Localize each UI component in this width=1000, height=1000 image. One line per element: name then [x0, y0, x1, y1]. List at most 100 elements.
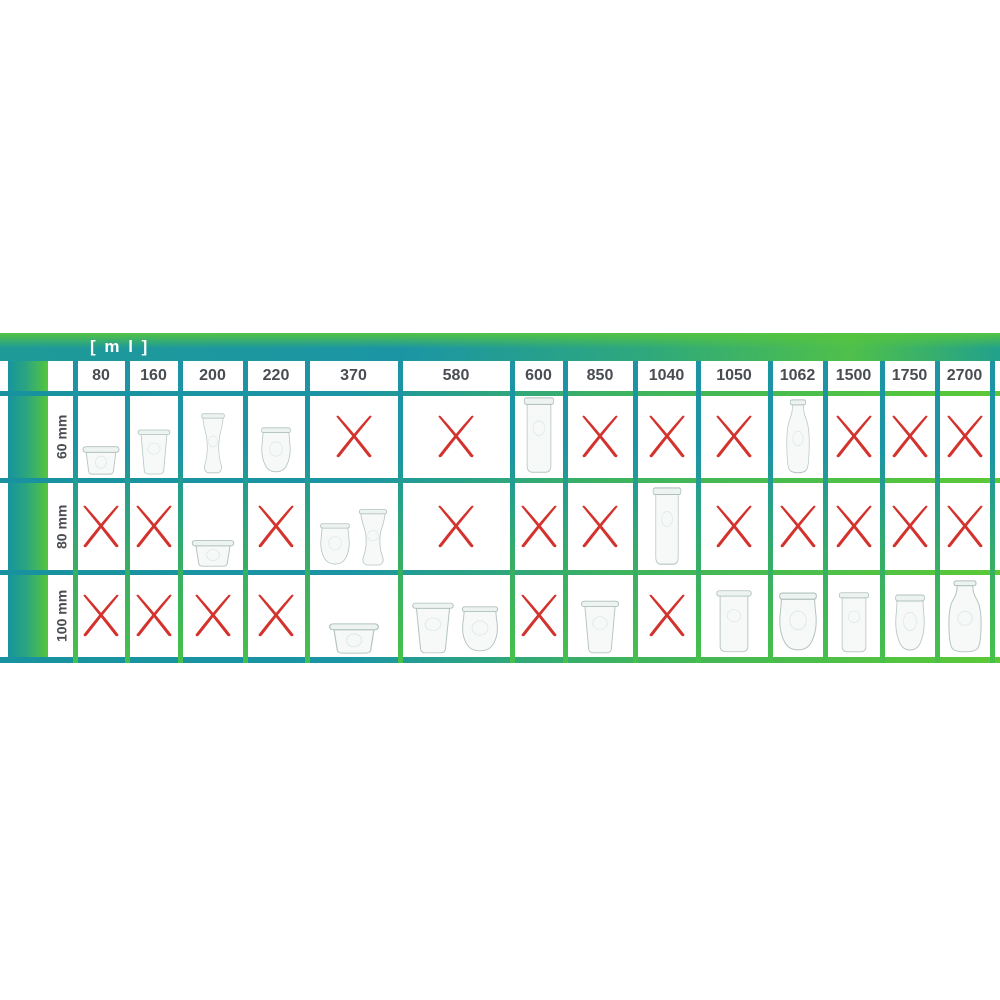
jar-waisted-icon	[358, 509, 387, 566]
jar-tulip-icon	[319, 523, 350, 565]
column-grid-line	[633, 361, 638, 663]
jar-tulip-icon	[461, 606, 499, 652]
column-grid-line	[696, 361, 701, 663]
cell-80mm-80ml	[78, 483, 124, 570]
cell-60mm-1500ml	[828, 396, 879, 478]
cell-80mm-160ml	[130, 483, 177, 570]
cell-80mm-1050ml	[701, 483, 767, 570]
cell-60mm-1050ml	[701, 396, 767, 478]
cell-60mm-850ml	[568, 396, 632, 478]
column-header-580ml: 580	[442, 367, 470, 384]
cell-80mm-370ml	[310, 483, 397, 570]
cell-100mm-1062ml	[773, 575, 822, 657]
cell-100mm-850ml	[568, 575, 632, 657]
x-mark-icon	[946, 505, 983, 547]
x-mark-icon	[83, 594, 119, 637]
column-grid-line	[398, 361, 403, 663]
header-underline	[0, 391, 1000, 396]
x-mark-icon	[648, 594, 685, 637]
x-mark-icon	[891, 415, 928, 458]
cell-80mm-850ml	[568, 483, 632, 570]
jar-cylinder-icon	[838, 592, 869, 653]
x-mark-icon	[891, 505, 928, 547]
column-header-1500ml: 1500	[835, 367, 872, 384]
jar-tulip-icon	[778, 592, 817, 651]
cell-100mm-2700ml	[940, 575, 989, 657]
jar-tulip-icon	[894, 594, 925, 651]
jar-bottle-icon	[947, 580, 982, 653]
cell-80mm-1750ml	[885, 483, 934, 570]
cell-80mm-220ml	[248, 483, 304, 570]
row-separator-line	[0, 570, 1000, 575]
column-header-600ml: 600	[525, 367, 552, 384]
column-grid-line	[823, 361, 828, 663]
cell-80mm-1500ml	[828, 483, 879, 570]
x-mark-icon	[835, 505, 872, 547]
row-label-100mm: 100 mm	[53, 589, 70, 643]
cell-60mm-1040ml	[638, 396, 695, 478]
jar-tulip-icon	[261, 427, 291, 473]
column-header-80ml: 80	[92, 367, 110, 384]
jar-cylinder-icon	[652, 487, 681, 565]
x-mark-icon	[135, 505, 172, 547]
x-mark-icon	[258, 505, 294, 547]
x-mark-icon	[520, 505, 557, 547]
x-mark-icon	[648, 415, 685, 458]
column-header-370ml: 370	[340, 367, 367, 384]
column-header-200ml: 200	[199, 367, 226, 384]
cell-60mm-220ml	[248, 396, 304, 478]
row-label-60mm: 60 mm	[53, 414, 70, 460]
size-matrix: [ m l ] 80 160 200 220 370 580 600 850 1040 1050 1…	[0, 333, 1000, 669]
column-grid-line	[990, 361, 995, 663]
cell-60mm-1062ml	[773, 396, 822, 478]
cell-100mm-200ml	[183, 575, 242, 657]
row-label-80mm: 80 mm	[53, 504, 70, 549]
x-mark-icon	[835, 415, 872, 458]
row-separator-line	[0, 657, 1000, 663]
column-header-1750ml: 1750	[891, 367, 928, 384]
column-header-1050ml: 1050	[716, 367, 752, 384]
jar-squat-icon	[328, 623, 379, 654]
cell-60mm-160ml	[130, 396, 177, 478]
column-header-2700ml: 2700	[946, 367, 983, 384]
jar-mold-icon	[412, 602, 454, 654]
cell-60mm-600ml	[515, 396, 562, 478]
x-mark-icon	[135, 594, 172, 637]
volume-header-band: [ m l ]	[0, 333, 1000, 361]
cell-60mm-580ml	[403, 396, 509, 478]
x-mark-icon	[582, 415, 618, 458]
column-header-160ml: 160	[140, 367, 167, 384]
row-separator-line	[0, 478, 1000, 483]
cell-60mm-80ml	[78, 396, 124, 478]
cell-100mm-220ml	[248, 575, 304, 657]
column-grid-line	[563, 361, 568, 663]
cell-60mm-2700ml	[940, 396, 989, 478]
cell-100mm-1050ml	[701, 575, 767, 657]
column-grid-line	[73, 361, 78, 663]
x-mark-icon	[716, 505, 752, 547]
column-header-1040ml: 1040	[648, 367, 685, 384]
column-grid-line	[125, 361, 130, 663]
diameter-axis-bar	[8, 361, 48, 663]
cell-100mm-1750ml	[885, 575, 934, 657]
x-mark-icon	[946, 415, 983, 458]
x-mark-icon	[335, 415, 372, 458]
cell-100mm-1040ml	[638, 575, 695, 657]
column-grid-line	[178, 361, 183, 663]
cell-80mm-1062ml	[773, 483, 822, 570]
column-grid-line	[935, 361, 940, 663]
x-mark-icon	[438, 505, 474, 547]
jar-mold-icon	[581, 600, 619, 654]
cell-100mm-580ml	[403, 575, 509, 657]
jar-squat-icon	[191, 540, 234, 567]
column-grid-line	[510, 361, 515, 663]
cell-100mm-1500ml	[828, 575, 879, 657]
x-mark-icon	[438, 415, 474, 458]
column-grid-line	[305, 361, 310, 663]
x-mark-icon	[258, 594, 294, 637]
jar-bottle-icon	[785, 399, 810, 474]
cell-100mm-370ml	[310, 575, 397, 657]
jar-mold-icon	[137, 429, 170, 475]
column-grid-line	[880, 361, 885, 663]
